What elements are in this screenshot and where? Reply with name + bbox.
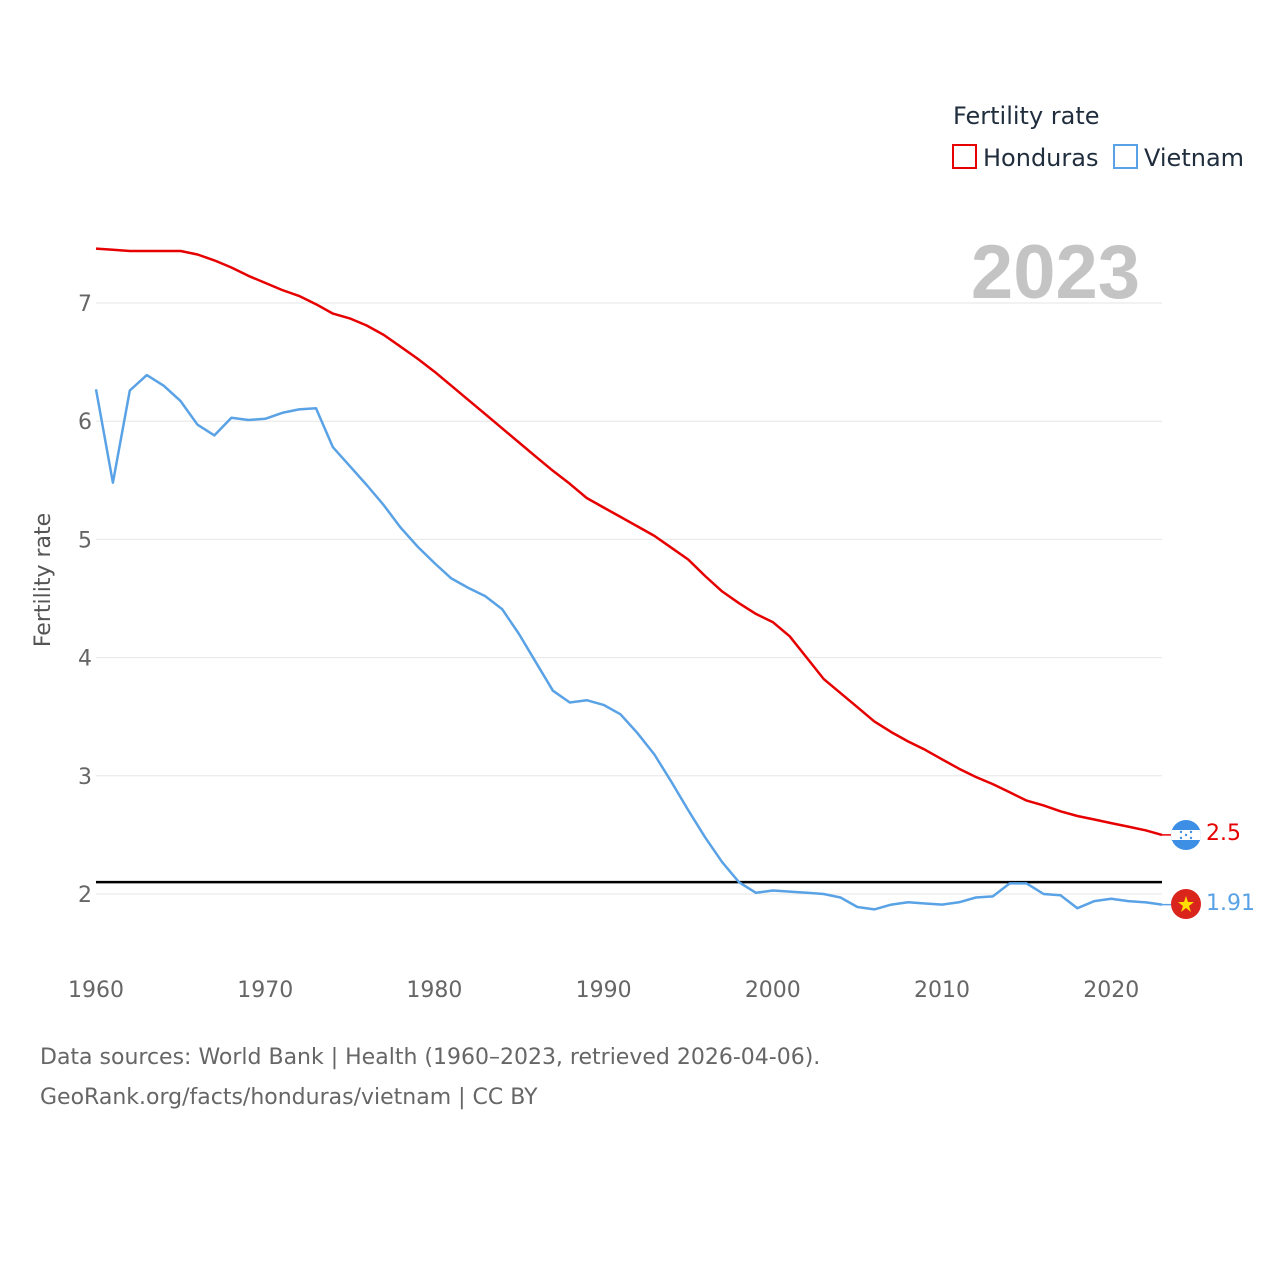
- legend-label-honduras: Honduras: [983, 144, 1098, 172]
- series-line-vietnam: [94, 373, 1163, 911]
- series-layer: [94, 247, 1172, 911]
- gridlines: [96, 302, 1162, 895]
- legend-swatch-vietnam: [1113, 144, 1138, 169]
- year-label: 2023: [971, 230, 1140, 315]
- x-tick-label: 1960: [68, 978, 124, 1003]
- y-tick-label: 3: [78, 765, 92, 790]
- y-tick-label: 2: [78, 883, 92, 908]
- end-label-honduras: 2.5: [1206, 821, 1241, 846]
- y-axis-title: Fertility rate: [31, 513, 56, 647]
- x-tick-label: 2010: [914, 978, 970, 1003]
- x-tick-label: 1980: [406, 978, 462, 1003]
- y-tick-label: 4: [78, 647, 92, 672]
- x-axis: 1960 1970 1980 1990 2000 2010 2020: [68, 978, 1139, 1003]
- legend-item-honduras[interactable]: Honduras: [952, 144, 1098, 172]
- legend-title: Fertility rate: [953, 102, 1100, 130]
- y-tick-label: 5: [78, 528, 92, 553]
- y-tick-label: 6: [78, 410, 92, 435]
- source-line-1: Data sources: World Bank | Health (1960–…: [40, 1045, 821, 1070]
- y-tick-label: 7: [78, 292, 92, 317]
- x-tick-label: 2020: [1083, 978, 1139, 1003]
- series-line-honduras: [95, 247, 1163, 837]
- y-axis: 2 3 4 5 6 7: [78, 292, 92, 908]
- source-line-2: GeoRank.org/facts/honduras/vietnam | CC …: [40, 1085, 538, 1110]
- legend-swatch-honduras: [952, 144, 977, 169]
- x-tick-label: 1990: [576, 978, 632, 1003]
- x-tick-label: 1970: [237, 978, 293, 1003]
- x-tick-label: 2000: [745, 978, 801, 1003]
- legend-label-vietnam: Vietnam: [1144, 144, 1244, 172]
- honduras-flag-icon: [1171, 820, 1201, 850]
- vietnam-flag-icon: [1171, 889, 1201, 919]
- legend: Fertility rate Honduras Vietnam: [952, 102, 1244, 172]
- legend-item-vietnam[interactable]: Vietnam: [1113, 144, 1244, 172]
- end-label-vietnam: 1.91: [1206, 891, 1255, 916]
